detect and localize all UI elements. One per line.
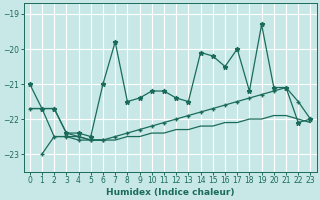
X-axis label: Humidex (Indice chaleur): Humidex (Indice chaleur): [106, 188, 234, 197]
